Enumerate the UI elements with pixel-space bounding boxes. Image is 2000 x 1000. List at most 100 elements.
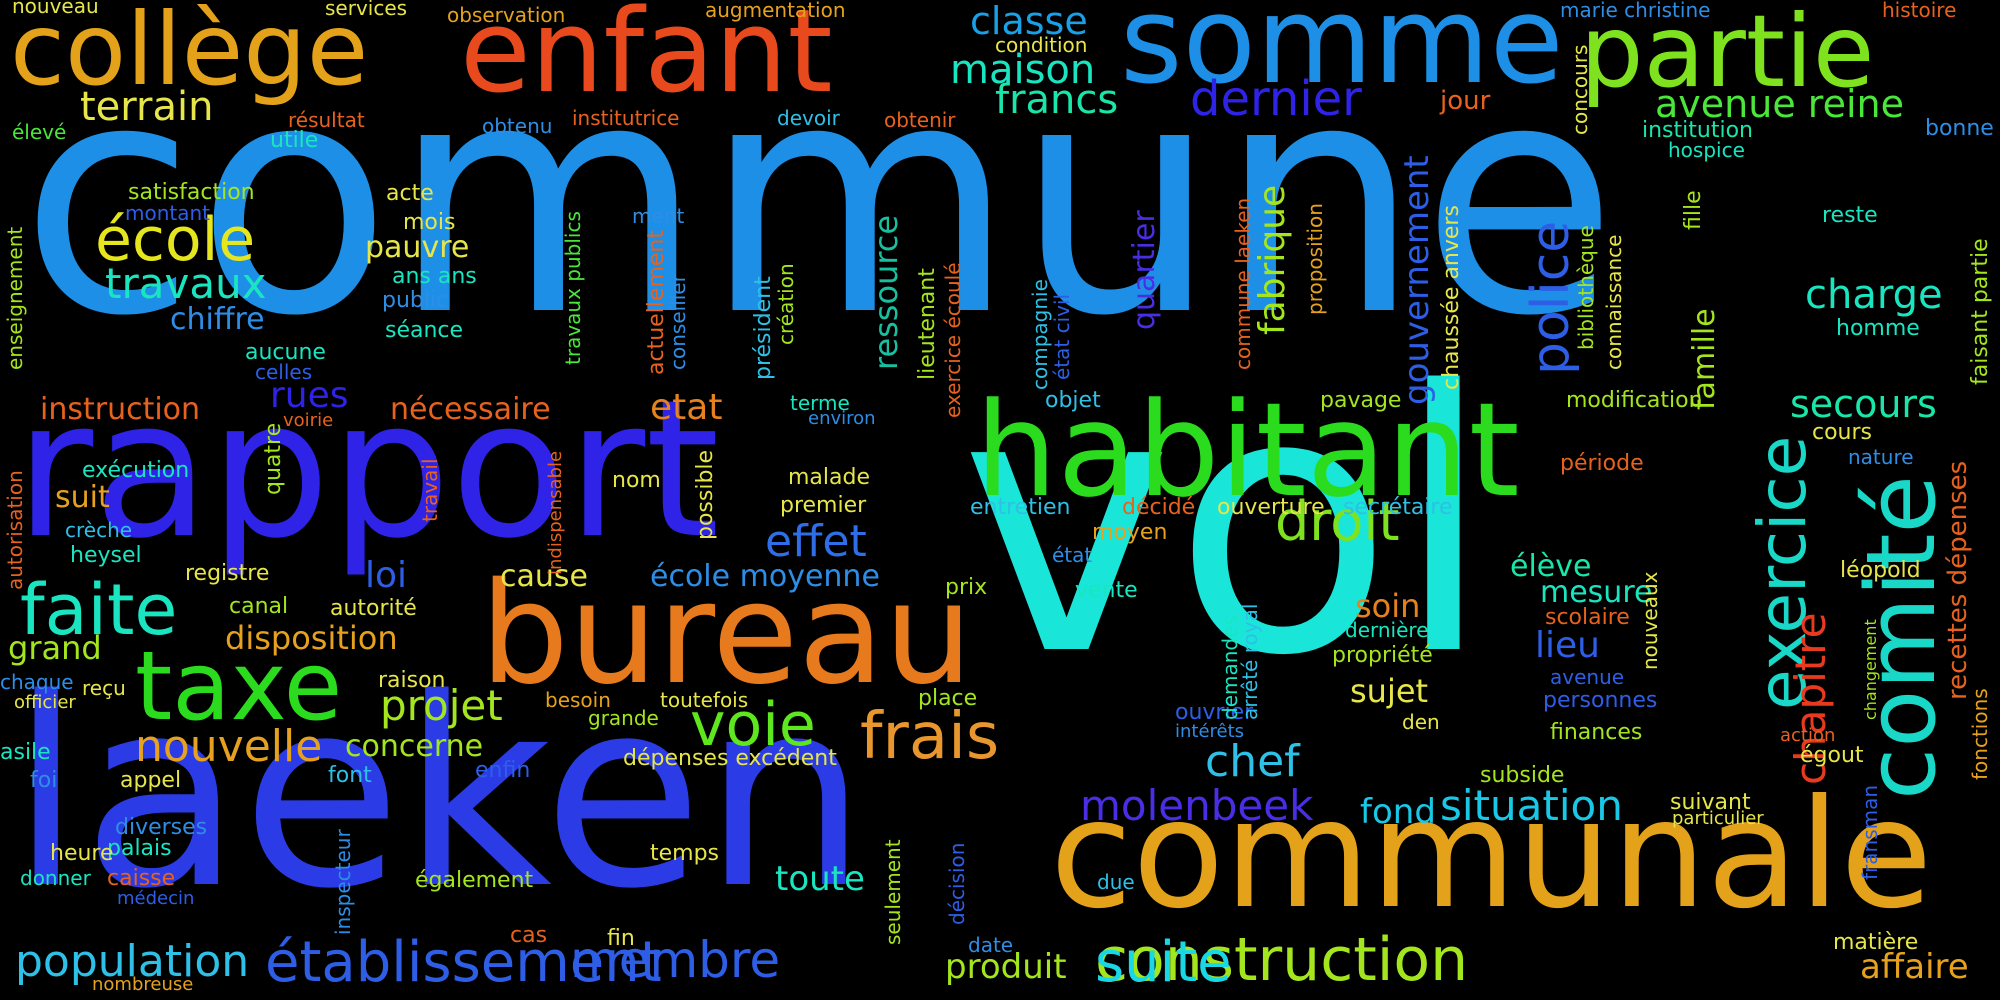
word-nombreuse: nombreuse <box>92 974 194 995</box>
word-date: date <box>968 933 1014 957</box>
word-moyen: moyen <box>1092 520 1168 545</box>
word-seulement: seulement <box>881 839 905 945</box>
word-voie: voie <box>690 690 816 760</box>
word-president: président <box>751 276 776 380</box>
word-suite: suite <box>1095 930 1232 995</box>
word-terme: terme <box>790 391 850 415</box>
word-seance: séance <box>385 318 464 343</box>
word-autorite: autorité <box>330 596 417 621</box>
word-grand: grand <box>8 629 102 667</box>
word-personnes: personnes <box>1543 688 1658 713</box>
word-communale: communale <box>1050 768 1933 942</box>
word-college: collège <box>10 0 369 108</box>
word-possible: possible <box>693 449 718 540</box>
word-diverses: diverses <box>115 815 208 840</box>
word-decide: décidé <box>1122 495 1196 520</box>
word-appel: appel <box>120 768 182 793</box>
word-asile: asile <box>0 740 51 765</box>
word-observation: observation <box>447 3 566 27</box>
word-officier: officier <box>14 692 76 713</box>
word-propriete: propriété <box>1332 643 1433 668</box>
word-charge: charge <box>1805 272 1943 318</box>
word-decision: décision <box>945 842 969 925</box>
word-chaque: chaque <box>0 670 74 694</box>
word-changement: changement <box>1861 619 1880 720</box>
word-vol: vol <box>960 315 1494 734</box>
word-depenses-excedent: dépenses excédent <box>623 746 837 771</box>
word-necessaire: nécessaire <box>390 392 551 427</box>
word-environ: environ <box>808 408 876 429</box>
word-bonne: bonne <box>1925 116 1994 141</box>
word-chef: chef <box>1205 736 1300 787</box>
word-services: services <box>325 0 408 20</box>
word-demandes: demandes <box>1218 615 1242 720</box>
word-due: due <box>1097 870 1135 894</box>
word-nature: nature <box>1848 445 1914 469</box>
word-finances: finances <box>1550 720 1643 745</box>
word-ecole: école <box>95 205 256 275</box>
word-taxe: taxe <box>135 632 343 742</box>
word-entretien: entretien <box>970 495 1071 520</box>
word-etablissement: établissement <box>265 930 662 995</box>
word-creche: crèche <box>65 518 133 542</box>
word-institution: institution <box>1642 118 1753 143</box>
word-mesure: mesure <box>1540 575 1653 610</box>
word-raison: raison <box>378 668 446 693</box>
word-caisse: caisse <box>107 866 176 891</box>
word-ans-ans: ans ans <box>392 264 477 289</box>
word-vente: vente <box>1075 578 1138 603</box>
word-besoin: besoin <box>545 688 611 712</box>
word-leopold: léopold <box>1840 558 1921 583</box>
word-donner: donner <box>20 866 91 890</box>
word-secours: secours <box>1790 382 1937 426</box>
word-enseignement: enseignement <box>3 226 27 370</box>
word-partie: partie <box>1580 0 1875 110</box>
word-grande: grande <box>588 706 659 730</box>
word-foi: foi <box>30 768 58 793</box>
word-reste: reste <box>1822 203 1878 228</box>
word-cause: cause <box>500 559 588 594</box>
word-histoire: histoire <box>1882 0 1957 22</box>
word-rapport: rapport <box>15 359 720 580</box>
word-temps: temps <box>650 841 720 866</box>
word-bureau: bureau <box>480 553 973 716</box>
word-obtenu: obtenu <box>482 114 553 138</box>
word-modification: modification <box>1566 388 1703 413</box>
word-action: action <box>1780 725 1836 746</box>
word-exercice-ecoule: exercice écoulé <box>941 262 965 418</box>
word-fonctions: fonctions <box>1968 688 1992 780</box>
word-fille: fille <box>1681 190 1706 230</box>
word-terrain: terrain <box>80 84 214 130</box>
word-institutrice: institutrice <box>572 106 680 130</box>
word-ouverture: ouverture <box>1217 495 1325 520</box>
word-registre: registre <box>185 561 270 586</box>
word-faisant-partie: faisant partie <box>1968 238 1993 385</box>
word-voirie: voirie <box>283 410 334 431</box>
word-inspecteur: inspecteur <box>331 829 355 935</box>
word-heysel: heysel <box>70 543 142 568</box>
word-secretaire: secrétaire <box>1343 495 1453 520</box>
word-recettes-depenses: recettes dépenses <box>1943 460 1973 700</box>
word-font: font <box>328 763 372 788</box>
word-suit: suit <box>55 480 110 515</box>
word-pavage: pavage <box>1320 388 1402 413</box>
word-satisfaction: satisfaction <box>128 180 255 205</box>
word-concours: concours <box>1568 44 1592 135</box>
word-objet: objet <box>1045 388 1101 413</box>
word-cours: cours <box>1812 420 1873 445</box>
word-nom: nom <box>612 468 661 493</box>
word-construction: construction <box>1095 925 1469 995</box>
word-frais: frais <box>860 700 1000 774</box>
word-acte: acte <box>386 181 434 206</box>
word-dernier: dernier <box>1190 71 1362 127</box>
word-effet: effet <box>765 516 867 567</box>
word-etat-2: état <box>1052 543 1093 567</box>
word-sujet: sujet <box>1350 672 1429 710</box>
word-subside: subside <box>1480 763 1565 788</box>
word-enfant: enfant <box>460 0 833 119</box>
word-celles: celles <box>255 360 313 384</box>
word-habitant: habitant <box>975 374 1520 526</box>
word-affaire: affaire <box>1860 947 1969 987</box>
word-compagnie: compagnie <box>1028 279 1052 390</box>
word-ressource: ressource <box>867 214 905 370</box>
